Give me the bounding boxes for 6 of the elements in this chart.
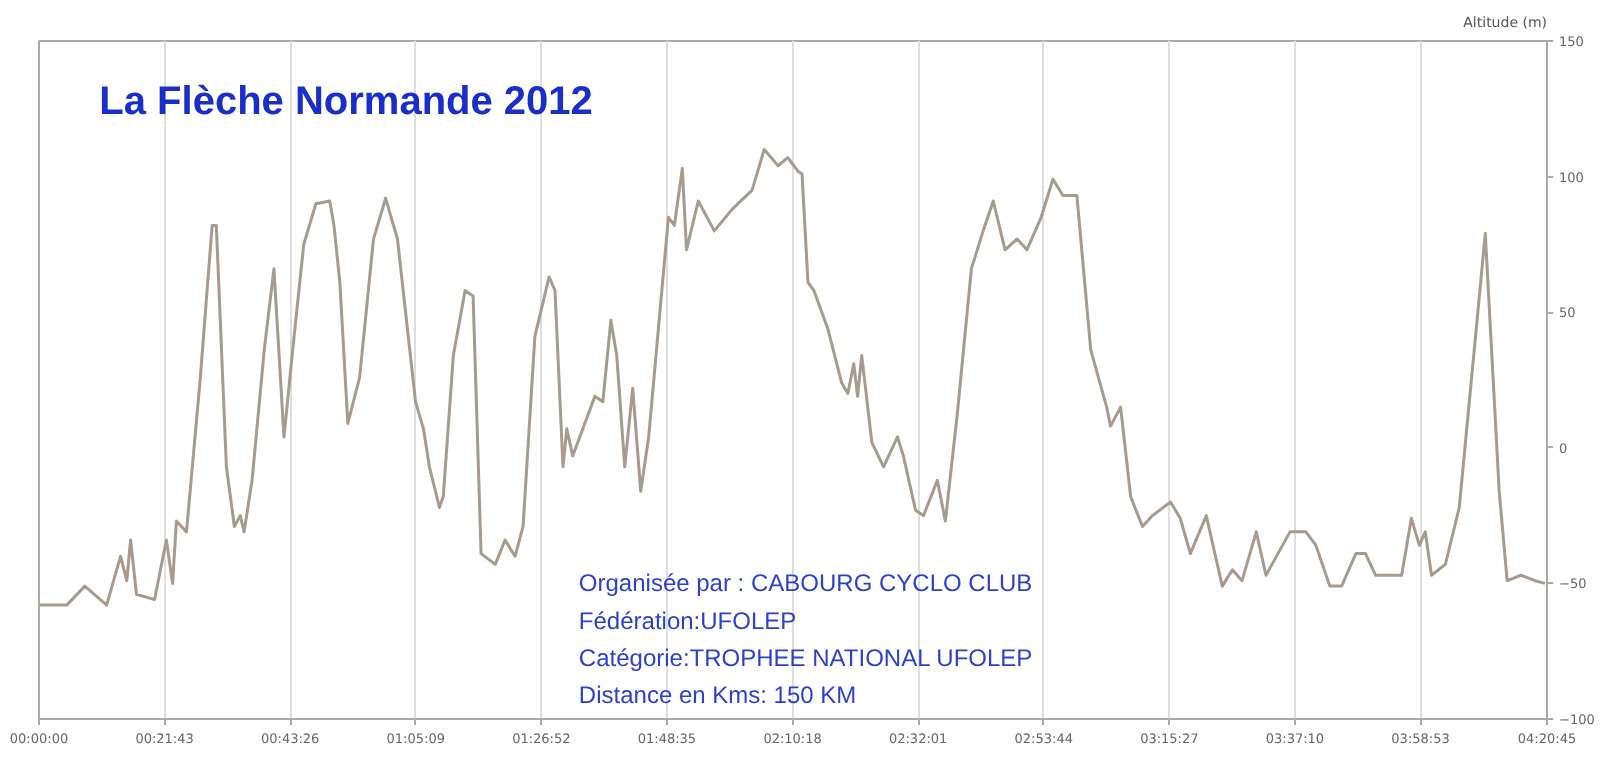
annotation: Organisée par : CABOURG CYCLO CLUB [578,569,1033,598]
annotation: Catégorie:TROPHEE NATIONAL UFOLEP [578,643,1033,672]
text: La Flèche Normande 2012 [99,80,593,125]
line-series [39,147,1547,607]
annotation: Fédération:UFOLEP [578,606,797,635]
annotation: Distance en Kms: 150 KM [578,681,857,710]
